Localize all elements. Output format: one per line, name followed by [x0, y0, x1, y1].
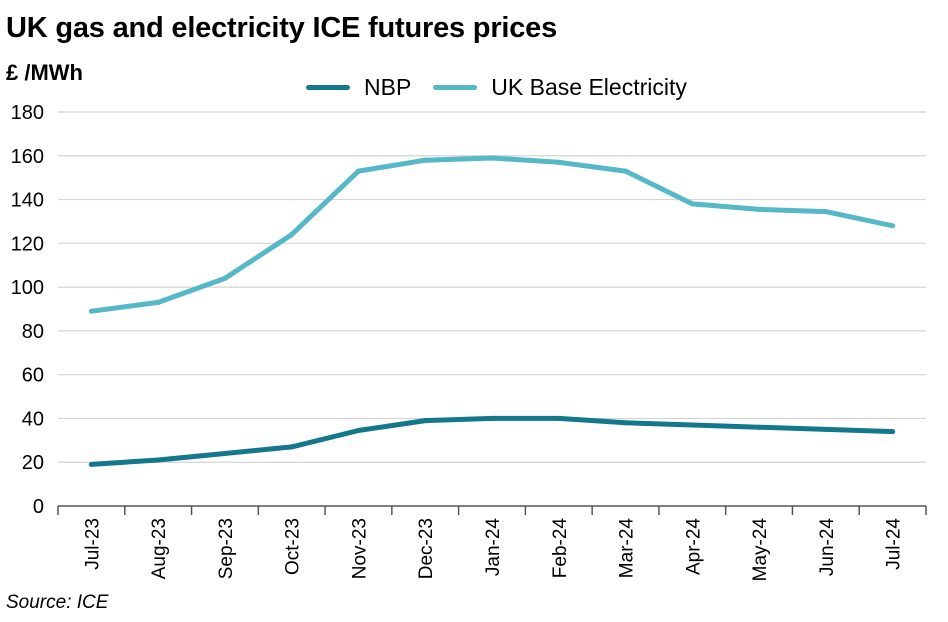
x-tick-label: Apr-24	[683, 518, 704, 575]
chart-legend: NBP UK Base Electricity	[306, 74, 687, 101]
y-tick-label: 140	[11, 190, 44, 212]
x-tick-label: Mar-24	[617, 518, 638, 579]
x-tick-label: Feb-24	[550, 518, 571, 579]
data-point-uk-base-electricity	[623, 168, 629, 174]
data-point-uk-base-electricity	[355, 168, 361, 174]
y-tick-label: 20	[22, 452, 44, 474]
data-point-uk-base-electricity	[422, 157, 428, 163]
data-point-uk-base-electricity	[756, 206, 762, 212]
y-tick-label: 120	[11, 233, 44, 255]
legend-label-uk-base-electricity: UK Base Electricity	[491, 74, 687, 100]
y-tick-label: 180	[11, 102, 44, 124]
data-point-uk-base-electricity	[88, 308, 94, 314]
data-point-uk-base-electricity	[222, 275, 228, 281]
data-point-uk-base-electricity	[890, 223, 896, 229]
data-point-nbp	[689, 422, 695, 428]
x-tick-label: Jan-24	[483, 518, 504, 577]
legend-swatch-nbp	[306, 85, 350, 90]
legend-item-uk-base-electricity: UK Base Electricity	[433, 74, 687, 101]
data-point-uk-base-electricity	[823, 209, 829, 215]
x-tick-label: Jun-24	[817, 518, 838, 577]
data-point-nbp	[222, 450, 228, 456]
data-point-nbp	[823, 426, 829, 432]
data-point-nbp	[489, 415, 495, 421]
data-point-nbp	[556, 415, 562, 421]
y-tick-label: 60	[22, 365, 44, 387]
y-tick-label: 40	[22, 408, 44, 430]
data-point-nbp	[756, 424, 762, 430]
axes: 0 20 40 60 80 100 120 140 160 180 Jul-23 Aug-23 Sep-…	[11, 102, 927, 582]
data-point-uk-base-electricity	[155, 299, 161, 305]
gridlines	[58, 111, 926, 463]
legend-swatch-uk-base-electricity	[433, 85, 478, 90]
series-lines	[88, 155, 896, 467]
y-tick-label: 100	[11, 277, 44, 299]
x-tick-label: Dec-23	[416, 518, 437, 579]
data-point-nbp	[88, 461, 94, 467]
series-line-nbp	[88, 415, 896, 467]
data-point-uk-base-electricity	[489, 155, 495, 161]
data-point-uk-base-electricity	[556, 159, 562, 165]
data-point-nbp	[623, 420, 629, 426]
data-point-nbp	[289, 444, 295, 450]
x-tick-label: Aug-23	[149, 518, 170, 579]
legend-label-nbp: NBP	[364, 74, 412, 100]
data-point-nbp	[355, 427, 361, 433]
source-note: Source: ICE	[6, 592, 109, 613]
data-point-nbp	[890, 429, 896, 435]
y-tick-label: 160	[11, 146, 44, 168]
chart-title: UK gas and electricity ICE futures price…	[6, 12, 558, 44]
y-tick-label: 0	[33, 496, 44, 518]
x-tick-label: Sep-23	[216, 518, 237, 579]
y-axis-unit-label: £ /MWh	[6, 60, 83, 85]
x-tick-label: Jul-23	[82, 518, 103, 570]
series-line-uk-base-electricity	[88, 155, 896, 314]
data-point-uk-base-electricity	[689, 201, 695, 207]
y-tick-label: 80	[22, 321, 44, 343]
data-point-nbp	[422, 418, 428, 424]
legend-item-nbp: NBP	[306, 74, 411, 101]
data-point-uk-base-electricity	[289, 232, 295, 238]
x-tick-label: Nov-23	[349, 518, 370, 579]
data-point-nbp	[155, 457, 161, 463]
x-tick-label: Jul-24	[884, 518, 905, 570]
x-tick-label: Oct-23	[283, 518, 304, 575]
x-tick-label: May-24	[750, 518, 771, 582]
